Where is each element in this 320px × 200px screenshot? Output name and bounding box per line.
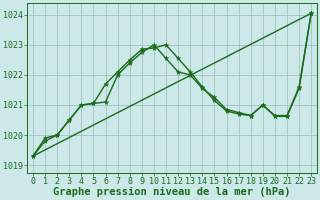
X-axis label: Graphe pression niveau de la mer (hPa): Graphe pression niveau de la mer (hPa)	[53, 187, 291, 197]
